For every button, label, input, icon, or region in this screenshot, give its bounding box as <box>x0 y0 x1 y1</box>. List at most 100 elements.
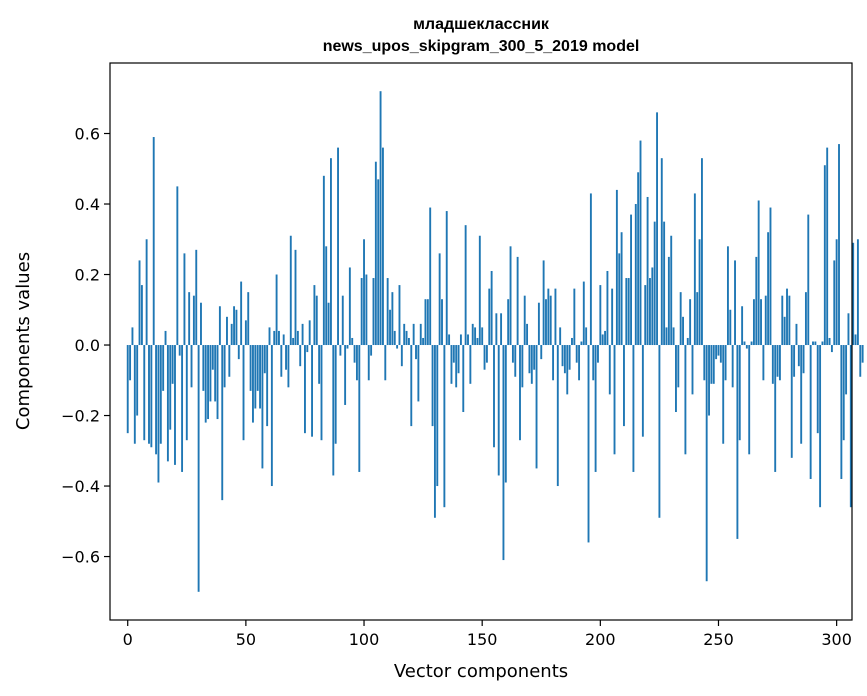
bar <box>637 172 640 346</box>
x-tick-label: 100 <box>349 630 380 649</box>
bar <box>743 341 746 346</box>
bar <box>136 345 139 416</box>
bar <box>176 186 179 346</box>
bar <box>462 345 465 413</box>
bar <box>708 345 710 416</box>
bar <box>703 345 706 381</box>
bar <box>332 345 335 476</box>
bar <box>774 345 777 472</box>
bar <box>204 345 207 423</box>
bar <box>809 345 812 479</box>
bar <box>415 345 417 360</box>
bar <box>476 337 479 346</box>
bar <box>795 323 798 346</box>
bar <box>214 345 217 402</box>
bar <box>278 330 280 346</box>
bar <box>670 235 673 346</box>
bar <box>412 323 415 346</box>
bar <box>273 330 276 346</box>
bar <box>693 193 696 346</box>
bar <box>490 270 493 346</box>
bar <box>644 285 647 346</box>
bar <box>816 345 819 434</box>
y-tick-label: −0.4 <box>61 477 100 496</box>
bar <box>407 337 410 346</box>
bar <box>634 204 637 346</box>
bar <box>736 345 739 539</box>
bar <box>641 345 644 437</box>
bar <box>315 295 318 346</box>
bar <box>750 341 753 346</box>
bar <box>209 345 212 402</box>
bar <box>150 345 153 448</box>
bar <box>826 147 829 346</box>
bar <box>563 345 566 374</box>
bar <box>776 345 779 377</box>
bar <box>129 345 132 381</box>
bar <box>381 147 384 346</box>
bar <box>646 196 649 346</box>
bar <box>611 288 614 346</box>
bar <box>455 345 458 388</box>
plot-frame <box>109 62 853 621</box>
bar <box>360 278 363 346</box>
x-tick-label: 150 <box>467 630 498 649</box>
bar <box>748 345 751 455</box>
bar <box>533 345 536 370</box>
bar <box>237 345 240 360</box>
bar <box>790 345 793 458</box>
bar <box>424 299 427 346</box>
bar <box>580 341 583 346</box>
bar <box>516 256 519 346</box>
bar <box>372 278 375 346</box>
bar <box>578 345 581 381</box>
bar <box>615 189 618 346</box>
bar <box>689 299 692 346</box>
bar <box>500 313 503 346</box>
bar <box>126 345 129 434</box>
bar <box>859 345 862 377</box>
bar <box>717 345 720 356</box>
bar <box>471 323 474 346</box>
bar <box>233 306 236 346</box>
y-axis-ticks: −0.6 −0.4 −0.2 0.0 0.2 0.4 0.6 <box>61 125 110 567</box>
bar <box>592 345 595 381</box>
bar <box>788 295 791 346</box>
bar <box>221 345 224 501</box>
bar <box>658 345 661 518</box>
bar <box>443 345 446 508</box>
bar <box>377 179 380 346</box>
bar <box>712 345 715 384</box>
bar <box>561 345 564 367</box>
bar <box>133 345 136 444</box>
bar <box>207 345 210 420</box>
bar <box>254 345 257 409</box>
bar <box>164 330 167 346</box>
bar <box>601 334 604 346</box>
bar <box>823 165 826 346</box>
bar <box>341 295 344 346</box>
bar <box>575 345 578 363</box>
bar <box>821 341 824 346</box>
chart-title: младшеклассник <box>413 16 550 33</box>
bar <box>171 345 174 384</box>
bar <box>398 285 401 346</box>
bar <box>769 207 772 346</box>
bar <box>353 345 356 363</box>
bar <box>502 345 505 561</box>
bars-group <box>126 91 864 592</box>
bar <box>830 345 833 353</box>
bar <box>771 345 774 384</box>
bar <box>497 345 500 476</box>
bar <box>143 345 146 441</box>
bar <box>767 232 770 346</box>
bar <box>649 278 651 346</box>
bar <box>235 309 238 346</box>
bar <box>318 345 321 384</box>
bar <box>464 225 467 346</box>
bar <box>195 249 198 346</box>
bar <box>519 345 521 441</box>
bar <box>677 345 680 388</box>
bar <box>370 345 373 356</box>
x-tick-label: 250 <box>703 630 734 649</box>
